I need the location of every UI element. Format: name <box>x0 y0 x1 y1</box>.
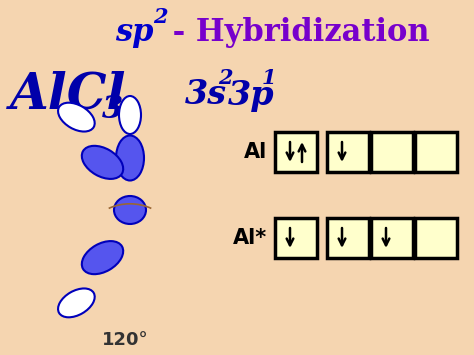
Text: 120°: 120° <box>102 331 148 349</box>
Text: - Hybridization: - Hybridization <box>162 16 429 48</box>
Text: 3s: 3s <box>185 78 227 111</box>
Ellipse shape <box>114 196 146 224</box>
Ellipse shape <box>119 96 141 134</box>
Bar <box>327 218 369 258</box>
Ellipse shape <box>116 136 144 180</box>
Text: 2: 2 <box>153 7 167 27</box>
Text: 1: 1 <box>262 68 276 88</box>
Bar <box>327 132 369 172</box>
Text: AlCl: AlCl <box>10 71 127 120</box>
Text: Al: Al <box>244 142 267 162</box>
Text: 2: 2 <box>218 68 233 88</box>
Ellipse shape <box>58 289 95 317</box>
Text: 3p: 3p <box>228 78 274 111</box>
Bar <box>275 218 317 258</box>
Text: sp: sp <box>115 16 154 48</box>
Bar <box>275 132 317 172</box>
Bar <box>371 132 413 172</box>
Text: Al*: Al* <box>233 228 267 248</box>
Ellipse shape <box>58 103 95 132</box>
Bar <box>415 218 457 258</box>
Bar <box>415 132 457 172</box>
Bar <box>371 218 413 258</box>
Ellipse shape <box>82 146 123 179</box>
Text: 3: 3 <box>102 94 123 126</box>
Ellipse shape <box>82 241 123 274</box>
